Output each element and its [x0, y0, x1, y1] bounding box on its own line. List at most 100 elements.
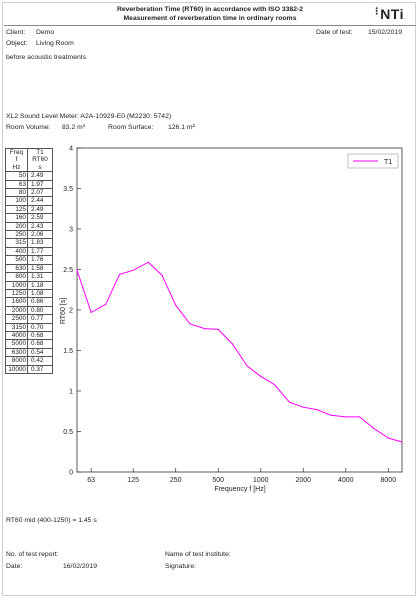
object-value: Living Room: [36, 40, 74, 47]
rt60-cell: 1.97: [27, 179, 53, 190]
rt60-cell: 1.76: [27, 255, 53, 265]
object-label: Object:: [6, 40, 28, 47]
data-point: [246, 365, 248, 367]
data-point: [302, 406, 304, 408]
data-point: [260, 375, 262, 377]
table-row: 100 2.44: [5, 196, 53, 206]
chart-legend: T1: [347, 153, 399, 169]
table-row: 250 2.06: [5, 230, 53, 240]
data-point: [90, 311, 92, 313]
rt60-cell: 1.83: [27, 238, 53, 248]
y-tick-label: 1: [69, 389, 73, 396]
rt60-cell: 1.77: [27, 246, 53, 257]
table-row: 2000 0.80: [5, 305, 53, 316]
data-point: [76, 269, 78, 271]
rt60-cell: 2.07: [27, 188, 53, 198]
rt60-cell: 0.68: [27, 339, 53, 349]
table-row: 2500 0.77: [5, 314, 53, 324]
rt60-cell: 0.86: [27, 297, 53, 307]
room-surface-value: 126.1 m²: [168, 124, 195, 131]
y-axis-ticks: 0 0.5 1 1.5 2 2.5 3 3.5 4: [63, 146, 81, 477]
y-tick-label: 3.5: [63, 186, 73, 193]
rt60-cell: 2.43: [27, 221, 53, 232]
rt60-cell: 2.49: [27, 204, 53, 215]
y-tick-label: 0.5: [63, 429, 73, 436]
data-point: [231, 343, 233, 345]
rt60-cell: 2.59: [27, 213, 53, 223]
x-axis-ticks: 63 125 250 500 1000 2000 4000 8000: [87, 468, 396, 484]
client-value: Demo: [36, 29, 55, 36]
table-row: 4000 0.68: [5, 330, 53, 341]
data-point: [204, 328, 206, 330]
table-row: 50 2.49: [5, 171, 53, 181]
footer-date-label: Date:: [6, 563, 23, 570]
rt60-cell: 1.18: [27, 280, 53, 290]
table-row: 63 1.97: [5, 179, 53, 190]
data-point: [147, 261, 149, 263]
table-row: 500 1.76: [5, 255, 53, 265]
x-tick-label: 63: [87, 477, 95, 484]
freq-header-line: Freq: [9, 149, 24, 156]
data-point: [373, 427, 375, 429]
test-institute-label: Name of test institute:: [165, 551, 231, 558]
client-label: Client:: [6, 29, 26, 36]
rt60-column-header: T1 RT60 s: [27, 147, 53, 173]
signature-label: Signature:: [165, 563, 196, 570]
x-tick-label: 8000: [381, 477, 397, 484]
rt60-table: Freq f Hz T1 RT60 s 50 2.49 63 1.97 80 2.07 10…: [5, 147, 53, 374]
data-point: [345, 416, 347, 418]
date-of-test-label: Date of test:: [316, 29, 353, 36]
table-row: 1600 0.86: [5, 297, 53, 307]
legend-label-t1: T1: [384, 159, 392, 166]
header-divider: [4, 25, 416, 26]
rt60-header-line: RT60: [32, 156, 48, 164]
rt60-cell: 0.42: [27, 356, 53, 366]
table-row: 400 1.77: [5, 246, 53, 257]
y-tick-label: 3: [69, 227, 73, 234]
report-title: Reverberation Time (RT60) in accordance …: [0, 5, 420, 23]
x-tick-label: 125: [127, 477, 139, 484]
room-volume-value: 83.2 m³: [62, 124, 86, 131]
data-point: [316, 409, 318, 411]
rt60-cell: 0.80: [27, 305, 53, 316]
table-row: 160 2.59: [5, 213, 53, 223]
table-row: 315 1.83: [5, 238, 53, 248]
plot-area: [76, 147, 403, 473]
series-line-t1: [76, 261, 403, 443]
rt60-cell: 0.77: [27, 314, 53, 324]
nti-logo: ⋮NTi: [372, 6, 404, 22]
meter-device: XL2 Sound Level Meter: A2A-10929-E0 (M22…: [6, 113, 172, 120]
data-point: [358, 416, 361, 418]
rt60-cell: 1.58: [27, 263, 53, 274]
table-row: 800 1.31: [5, 272, 53, 282]
rt60-mid-summary: RT60 mid (400-1250) = 1.45 s: [6, 517, 97, 524]
chart-series: [76, 261, 403, 443]
data-point: [118, 273, 121, 275]
data-point: [175, 304, 177, 306]
table-row: 1250 1.08: [5, 288, 53, 299]
room-surface-label: Room Surface:: [108, 124, 154, 131]
x-tick-label: 2000: [295, 477, 311, 484]
report-title-line1: Reverberation Time (RT60) in accordance …: [116, 6, 304, 13]
data-point: [132, 269, 134, 271]
table-row: 8000 0.42: [5, 356, 53, 366]
data-point: [105, 303, 107, 305]
rt60-cell: 1.08: [27, 288, 53, 299]
report-title-line2: Measurement of reverberation time in ord…: [123, 15, 297, 22]
y-tick-label: 4: [69, 146, 73, 153]
rt60-cell: 0.37: [27, 364, 53, 374]
rt60-header-line: T1: [36, 149, 44, 156]
table-row: 200 2.43: [5, 221, 53, 232]
y-tick-label: 0: [69, 470, 73, 477]
rt60-cell: 2.49: [27, 171, 53, 181]
y-axis-label: RT60 [s]: [60, 298, 67, 324]
x-tick-label: 250: [170, 477, 182, 484]
data-point: [161, 274, 163, 276]
room-volume-label: Room Volume:: [6, 124, 51, 131]
table-row: 5000 0.68: [5, 339, 53, 349]
rt60-header-line: s: [38, 163, 42, 171]
y-tick-label: 2.5: [63, 267, 73, 274]
data-point: [387, 437, 389, 439]
x-tick-label: 1000: [253, 477, 269, 484]
x-axis-label: Frequency f [Hz]: [214, 486, 265, 493]
